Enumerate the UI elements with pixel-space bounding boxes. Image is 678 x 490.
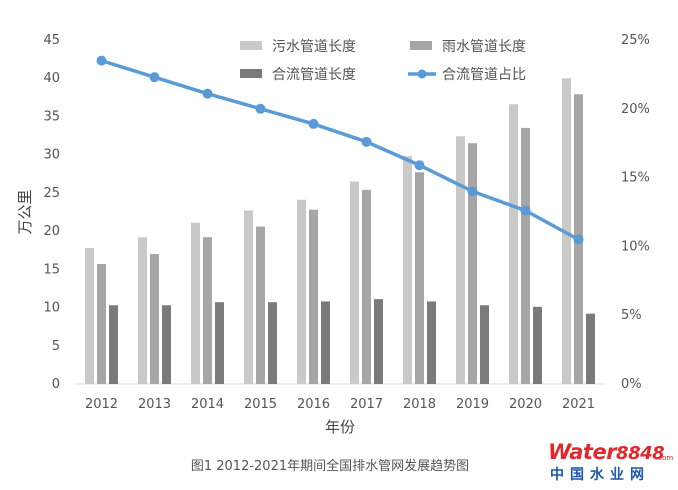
bar-3 [109, 305, 118, 384]
bar-1 [509, 104, 518, 385]
y-tick-label: 5 [52, 339, 60, 354]
legend-label: 合流管道长度 [272, 67, 356, 83]
x-tick-label: 2013 [138, 397, 171, 412]
bar-2 [362, 189, 371, 384]
y2-tick-label: 10% [621, 239, 650, 254]
legend-label: 合流管道占比 [442, 67, 526, 83]
bar-1 [350, 181, 359, 384]
y2-tick-label: 15% [621, 171, 650, 186]
bar-3 [480, 305, 489, 384]
bar-1 [85, 247, 94, 384]
bar-1 [138, 237, 147, 384]
y-tick-label: 40 [43, 71, 60, 86]
watermark-brand: Water8848 [548, 440, 665, 464]
bar-2 [97, 263, 106, 384]
bar-3 [268, 302, 277, 384]
x-tick-label: 2021 [562, 397, 595, 412]
line-point [467, 186, 478, 197]
line-point [255, 103, 266, 114]
x-tick-label: 2012 [85, 397, 118, 412]
y-tick-label: 20 [43, 224, 60, 239]
bar-2 [203, 237, 212, 384]
x-tick-label: 2016 [297, 397, 330, 412]
bar-3 [215, 302, 224, 384]
y-tick-label: 45 [43, 33, 60, 48]
y-axis-title: 万公里 [16, 189, 34, 234]
y2-tick-label: 25% [621, 33, 650, 48]
watermark-logo: Water8848 .com 中国水业网 [548, 440, 673, 484]
watermark-subtitle: 中国水业网 [550, 467, 650, 483]
line-point [573, 234, 584, 245]
x-tick-label: 2020 [509, 397, 542, 412]
bar-2 [468, 143, 477, 384]
bar-3 [586, 313, 595, 384]
y-tick-label: 0 [52, 377, 60, 392]
y-tick-label: 35 [43, 109, 60, 124]
plot-area: 0 5 10 15 20 25 30 35 40 45 0% 5% 10% 15% 20% 25% 2012 20… [43, 33, 649, 412]
line-point [308, 118, 319, 129]
line-point [361, 136, 372, 147]
line-point [96, 55, 107, 66]
legend-swatch [240, 41, 262, 50]
line-point [149, 72, 160, 83]
x-tick-label: 2015 [244, 397, 277, 412]
bar-1 [456, 136, 465, 384]
bar-1 [297, 199, 306, 384]
line-series [100, 58, 580, 242]
line-point [414, 160, 425, 171]
bar-1 [403, 156, 412, 384]
bar-2 [415, 172, 424, 384]
y-tick-label: 25 [43, 186, 60, 201]
legend-marker [417, 69, 427, 79]
y-tick-label: 15 [43, 262, 60, 277]
y2-tick-label: 20% [621, 102, 650, 117]
legend-label: 污水管道长度 [272, 39, 356, 55]
x-tick-label: 2018 [403, 397, 436, 412]
bar-1 [191, 222, 200, 384]
x-tick-label: 2019 [456, 397, 489, 412]
x-tick-label: 2014 [191, 397, 224, 412]
watermark-domain: .com [656, 454, 674, 462]
legend-swatch [240, 69, 262, 78]
legend-label: 雨水管道长度 [442, 39, 526, 55]
bar-2 [521, 127, 530, 385]
bar-3 [533, 306, 542, 384]
figure-caption: 图1 2012-2021年期间全国排水管网发展趋势图 [190, 459, 470, 474]
bar-3 [321, 301, 330, 384]
y-tick-label: 10 [43, 301, 60, 316]
bar-2 [309, 209, 318, 384]
bar-2 [150, 254, 159, 384]
legend-swatch [410, 41, 432, 50]
bar-3 [427, 301, 436, 384]
bar-1 [244, 210, 253, 384]
x-axis-title: 年份 [325, 418, 355, 436]
line-point [202, 88, 213, 99]
bar-2 [256, 226, 265, 384]
bar-3 [374, 299, 383, 384]
x-tick-label: 2017 [350, 397, 383, 412]
line-point [520, 205, 531, 216]
y2-tick-label: 0% [621, 377, 642, 392]
bar-3 [162, 305, 171, 384]
y-tick-label: 30 [43, 148, 60, 163]
y2-tick-label: 5% [621, 308, 642, 323]
